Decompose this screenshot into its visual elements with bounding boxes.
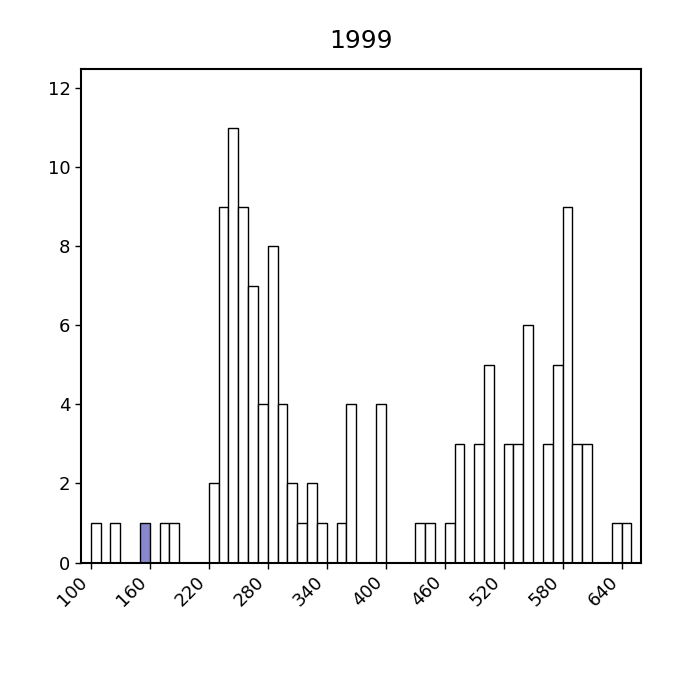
Bar — [523, 325, 533, 563]
Bar — [572, 444, 583, 563]
Title: 1999: 1999 — [329, 29, 393, 53]
Bar — [543, 444, 553, 563]
Bar — [337, 523, 346, 563]
Bar — [277, 405, 288, 563]
Bar — [169, 523, 180, 563]
Bar — [474, 444, 484, 563]
Bar — [484, 365, 494, 563]
Bar — [248, 286, 258, 563]
Bar — [307, 484, 317, 563]
Bar — [553, 365, 563, 563]
Bar — [111, 523, 120, 563]
Bar — [297, 523, 307, 563]
Bar — [258, 405, 268, 563]
Bar — [415, 523, 425, 563]
Bar — [346, 405, 356, 563]
Bar — [140, 523, 150, 563]
Bar — [583, 444, 592, 563]
Bar — [238, 207, 248, 563]
Bar — [219, 207, 228, 563]
Bar — [612, 523, 622, 563]
Bar — [376, 405, 385, 563]
Bar — [91, 523, 101, 563]
Bar — [445, 523, 454, 563]
Bar — [268, 246, 277, 563]
Bar — [504, 444, 514, 563]
Bar — [317, 523, 327, 563]
Bar — [622, 523, 631, 563]
Bar — [514, 444, 523, 563]
Bar — [209, 484, 219, 563]
Bar — [454, 444, 464, 563]
Bar — [563, 207, 572, 563]
Bar — [228, 128, 238, 563]
Bar — [288, 484, 297, 563]
Bar — [425, 523, 435, 563]
Bar — [159, 523, 169, 563]
